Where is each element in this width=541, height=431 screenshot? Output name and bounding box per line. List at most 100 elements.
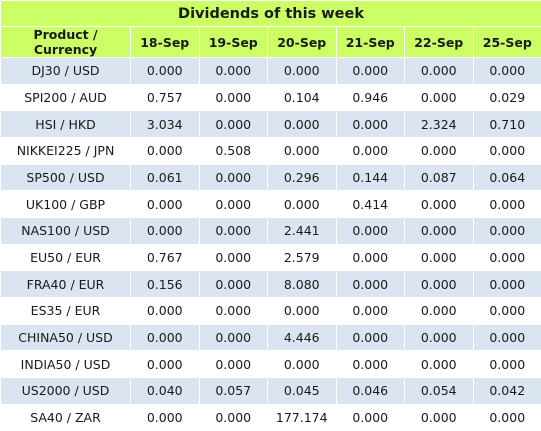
dividend-value-cell: 0.000 <box>336 217 405 244</box>
product-cell: EU50 / EUR <box>1 244 131 271</box>
dividend-value-cell: 0.000 <box>405 137 474 164</box>
header-row: Product / Currency 18-Sep 19-Sep 20-Sep … <box>1 27 541 58</box>
dividend-value-cell: 0.000 <box>336 351 405 378</box>
dividend-value-cell: 0.104 <box>268 84 337 111</box>
dividend-value-cell: 0.296 <box>268 164 337 191</box>
dividend-value-cell: 0.000 <box>199 111 268 138</box>
product-cell: SPI200 / AUD <box>1 84 131 111</box>
dividend-value-cell: 0.000 <box>199 217 268 244</box>
dividend-value-cell: 0.508 <box>199 137 268 164</box>
dividend-value-cell: 0.042 <box>473 377 541 404</box>
dividend-value-cell: 0.057 <box>199 377 268 404</box>
header-product-currency: Product / Currency <box>1 27 131 58</box>
dividend-value-cell: 0.000 <box>199 351 268 378</box>
dividend-value-cell: 0.000 <box>405 191 474 218</box>
header-date: 18-Sep <box>131 27 200 58</box>
dividend-value-cell: 0.040 <box>131 377 200 404</box>
dividend-value-cell: 0.414 <box>336 191 405 218</box>
dividend-value-cell: 0.000 <box>473 58 541 85</box>
dividend-value-cell: 0.061 <box>131 164 200 191</box>
dividend-value-cell: 0.000 <box>199 297 268 324</box>
table-title: Dividends of this week <box>1 1 541 27</box>
dividend-value-cell: 0.000 <box>473 137 541 164</box>
dividend-value-cell: 0.000 <box>131 297 200 324</box>
dividend-value-cell: 0.000 <box>268 297 337 324</box>
header-date: 19-Sep <box>199 27 268 58</box>
dividend-value-cell: 0.000 <box>199 324 268 351</box>
dividend-value-cell: 3.034 <box>131 111 200 138</box>
dividend-value-cell: 0.000 <box>336 244 405 271</box>
dividend-value-cell: 0.000 <box>199 404 268 431</box>
dividend-value-cell: 4.446 <box>268 324 337 351</box>
dividend-value-cell: 0.000 <box>405 244 474 271</box>
dividend-value-cell: 0.000 <box>473 297 541 324</box>
dividend-value-cell: 0.000 <box>405 271 474 298</box>
dividend-value-cell: 2.324 <box>405 111 474 138</box>
dividend-value-cell: 2.441 <box>268 217 337 244</box>
dividend-value-cell: 0.000 <box>473 324 541 351</box>
dividend-value-cell: 0.000 <box>199 164 268 191</box>
dividend-value-cell: 177.174 <box>268 404 337 431</box>
header-date: 20-Sep <box>268 27 337 58</box>
dividend-value-cell: 0.045 <box>268 377 337 404</box>
dividend-value-cell: 0.000 <box>336 297 405 324</box>
dividend-value-cell: 0.000 <box>268 111 337 138</box>
product-cell: CHINA50 / USD <box>1 324 131 351</box>
dividend-value-cell: 0.757 <box>131 84 200 111</box>
dividend-value-cell: 0.000 <box>336 324 405 351</box>
dividend-value-cell: 0.000 <box>131 324 200 351</box>
product-cell: US2000 / USD <box>1 377 131 404</box>
product-cell: SP500 / USD <box>1 164 131 191</box>
product-cell: UK100 / GBP <box>1 191 131 218</box>
dividend-value-cell: 0.064 <box>473 164 541 191</box>
dividend-value-cell: 0.000 <box>473 351 541 378</box>
header-date: 22-Sep <box>405 27 474 58</box>
product-cell: NAS100 / USD <box>1 217 131 244</box>
product-cell: FRA40 / EUR <box>1 271 131 298</box>
dividend-value-cell: 0.000 <box>199 58 268 85</box>
dividend-value-cell: 0.000 <box>405 351 474 378</box>
dividend-value-cell: 0.000 <box>473 404 541 431</box>
dividend-value-cell: 0.946 <box>336 84 405 111</box>
dividend-value-cell: 0.000 <box>268 137 337 164</box>
dividend-value-cell: 0.000 <box>405 404 474 431</box>
dividend-value-cell: 0.000 <box>131 217 200 244</box>
dividend-value-cell: 0.000 <box>131 351 200 378</box>
dividend-value-cell: 0.029 <box>473 84 541 111</box>
dividend-value-cell: 0.000 <box>131 191 200 218</box>
product-cell: NIKKEI225 / JPN <box>1 137 131 164</box>
dividend-value-cell: 0.000 <box>473 271 541 298</box>
dividend-value-cell: 0.087 <box>405 164 474 191</box>
dividend-value-cell: 0.000 <box>336 404 405 431</box>
header-date: 25-Sep <box>473 27 541 58</box>
dividend-value-cell: 0.144 <box>336 164 405 191</box>
dividend-value-cell: 0.000 <box>405 297 474 324</box>
dividend-value-cell: 0.000 <box>405 58 474 85</box>
dividend-value-cell: 0.000 <box>473 191 541 218</box>
dividend-value-cell: 0.000 <box>336 271 405 298</box>
product-cell: HSI / HKD <box>1 111 131 138</box>
dividend-value-cell: 0.000 <box>131 404 200 431</box>
product-cell: DJ30 / USD <box>1 58 131 85</box>
dividend-value-cell: 0.000 <box>199 271 268 298</box>
dividend-value-cell: 0.000 <box>199 244 268 271</box>
dividend-value-cell: 0.000 <box>473 244 541 271</box>
dividend-value-cell: 0.000 <box>131 58 200 85</box>
dividend-value-cell: 0.000 <box>268 191 337 218</box>
dividend-value-cell: 0.000 <box>473 217 541 244</box>
